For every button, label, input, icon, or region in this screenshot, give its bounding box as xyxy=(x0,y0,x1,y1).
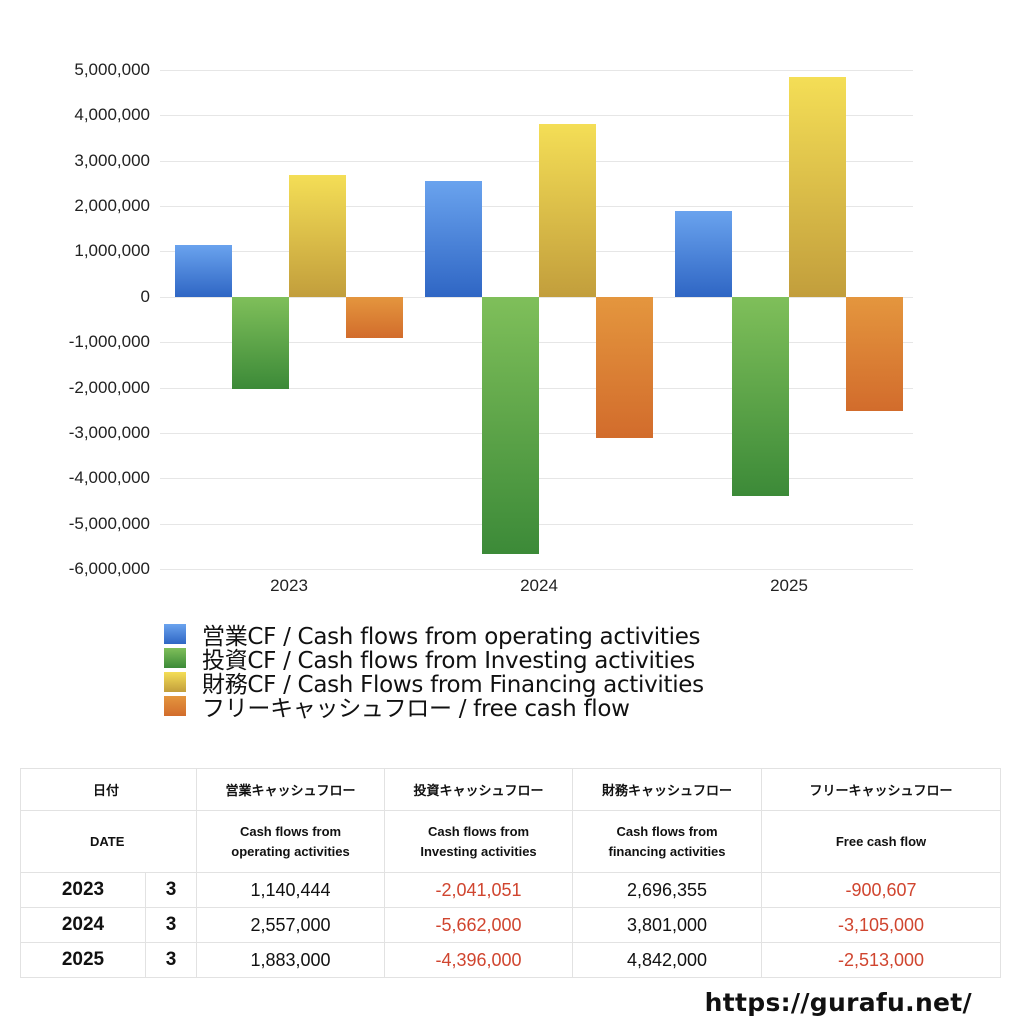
y-tick-label: -3,000,000 xyxy=(68,422,150,442)
cell-investing: -4,396,000 xyxy=(384,942,574,978)
legend-item-financing: 財務CF / Cash Flows from Financing activit… xyxy=(164,670,704,698)
cell-operating: 1,883,000 xyxy=(196,942,386,978)
bar-financing-2023 xyxy=(289,174,346,297)
gridline xyxy=(160,206,913,207)
legend-item-investing: 投資CF / Cash flows from Investing activit… xyxy=(164,646,704,674)
gridline xyxy=(160,115,913,116)
y-tick-label: -5,000,000 xyxy=(68,513,150,533)
legend-label: 営業CF / Cash flows from operating activit… xyxy=(202,624,701,650)
header-operating-line1: Cash flows from xyxy=(239,823,342,839)
legend-label: フリーキャッシュフロー / free cash flow xyxy=(202,696,630,722)
table-row: 2025 3 1,883,000 -4,396,000 4,842,000 -2… xyxy=(20,942,1002,978)
cell-operating: 2,557,000 xyxy=(196,907,386,943)
table-row: 2023 3 1,140,444 -2,041,051 2,696,355 -9… xyxy=(20,872,1002,908)
bar-financing-2024 xyxy=(539,124,596,297)
legend-item-operating: 営業CF / Cash flows from operating activit… xyxy=(164,622,704,650)
cell-year: 2025 xyxy=(20,942,146,978)
x-tick-label: 2024 xyxy=(520,576,558,595)
legend-swatch-investing xyxy=(164,648,186,668)
cell-financing: 2,696,355 xyxy=(572,872,763,908)
cell-investing: -2,041,051 xyxy=(384,872,574,908)
legend-label: 投資CF / Cash flows from Investing activit… xyxy=(202,648,695,674)
header-operating-line2: operating activities xyxy=(231,843,350,859)
cell-free: -2,513,000 xyxy=(761,942,1002,978)
chart-legend: 営業CF / Cash flows from operating activit… xyxy=(164,622,704,722)
header-investing-line1: Cash flows from xyxy=(427,823,530,839)
y-tick-label: 2,000,000 xyxy=(74,196,150,216)
legend-swatch-financing xyxy=(164,672,186,692)
legend-swatch-operating xyxy=(164,624,186,644)
cell-month: 3 xyxy=(144,872,198,908)
cell-operating: 1,140,444 xyxy=(196,872,386,908)
bar-operating-2025 xyxy=(675,211,732,297)
header-financing-en: Cash flows from financing activities xyxy=(572,810,763,873)
legend-label: 財務CF / Cash Flows from Financing activit… xyxy=(202,672,704,698)
header-financing-jp: 財務キャッシュフロー xyxy=(572,768,763,811)
table-header-jp: 日付 営業キャッシュフロー 投資キャッシュフロー 財務キャッシュフロー フリーキ… xyxy=(19,768,1002,811)
gridline xyxy=(160,251,913,252)
y-tick-label: 3,000,000 xyxy=(74,150,150,170)
header-date-jp: 日付 xyxy=(19,768,198,811)
header-investing-line2: Investing activities xyxy=(420,843,537,859)
bar-investing-2024 xyxy=(482,296,539,554)
header-investing-jp: 投資キャッシュフロー xyxy=(384,768,574,811)
bar-operating-2024 xyxy=(425,180,482,297)
cash-flow-table: 日付 営業キャッシュフロー 投資キャッシュフロー 財務キャッシュフロー フリーキ… xyxy=(19,768,1002,978)
cell-financing: 3,801,000 xyxy=(572,907,763,943)
y-tick-label: -2,000,000 xyxy=(68,377,150,397)
cash-flow-bar-chart: 5,000,000 4,000,000 3,000,000 2,000,000 1,00… xyxy=(68,60,913,595)
table-header-en: DATE Cash flows from operating activities… xyxy=(19,810,1002,873)
y-tick-label: 4,000,000 xyxy=(74,105,150,125)
x-tick-label: 2023 xyxy=(270,576,308,595)
bar-investing-2023 xyxy=(232,296,289,390)
header-financing-line1: Cash flows from xyxy=(616,823,718,839)
y-tick-label: -4,000,000 xyxy=(68,468,150,488)
cell-month: 3 xyxy=(144,907,198,943)
header-financing-line2: financing activities xyxy=(608,843,726,859)
bar-free-2025 xyxy=(846,296,903,411)
legend-swatch-free xyxy=(164,696,186,716)
bar-operating-2023 xyxy=(175,245,232,297)
cell-financing: 4,842,000 xyxy=(572,942,763,978)
y-tick-label: -1,000,000 xyxy=(68,332,150,352)
bar-financing-2025 xyxy=(789,77,846,297)
header-free-jp: フリーキャッシュフロー xyxy=(761,768,1002,811)
gridline xyxy=(160,161,913,162)
header-free-en: Free cash flow xyxy=(761,810,1002,873)
x-tick-label: 2025 xyxy=(770,576,808,595)
bar-investing-2025 xyxy=(732,296,789,497)
y-tick-label: 1,000,000 xyxy=(74,241,150,261)
cell-month: 3 xyxy=(144,942,198,978)
site-url[interactable]: https://gurafu.net/ xyxy=(704,988,972,1017)
header-date-en: DATE xyxy=(19,810,198,873)
legend-item-free: フリーキャッシュフロー / free cash flow xyxy=(164,694,704,722)
table-row: 2024 3 2,557,000 -5,662,000 3,801,000 -3… xyxy=(20,907,1002,943)
y-tick-label: 0 xyxy=(140,286,150,306)
y-tick-label: 5,000,000 xyxy=(74,60,150,79)
cell-free: -3,105,000 xyxy=(761,907,1002,943)
cell-investing: -5,662,000 xyxy=(384,907,574,943)
header-investing-en: Cash flows from Investing activities xyxy=(384,810,574,873)
cell-year: 2023 xyxy=(20,872,146,908)
header-operating-jp: 営業キャッシュフロー xyxy=(196,768,386,811)
bar-free-2024 xyxy=(596,296,653,438)
bar-free-2023 xyxy=(346,296,403,338)
gridline xyxy=(160,70,913,71)
y-tick-label: -6,000,000 xyxy=(68,559,150,578)
header-operating-en: Cash flows from operating activities xyxy=(196,810,386,873)
cell-free: -900,607 xyxy=(761,872,1002,908)
gridline xyxy=(160,569,913,570)
cell-year: 2024 xyxy=(20,907,146,943)
